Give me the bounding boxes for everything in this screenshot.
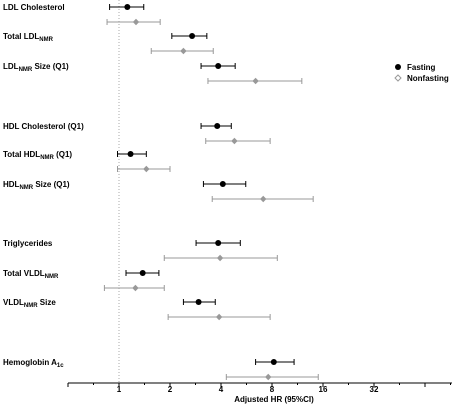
nonfasting-ci [106,19,161,25]
nonfasting-ci [167,314,271,320]
nonfasting-ci [225,374,319,380]
nonfasting-ci [205,138,271,144]
fasting-ci [117,151,147,157]
fasting-ci [200,123,232,129]
legend-label: Nonfasting [407,74,449,83]
fasting-ci [202,181,247,187]
legend-label: Fasting [407,63,436,72]
legend: Fasting Nonfasting [394,63,449,83]
row-label: VLDLNMR Size [3,298,56,309]
plot-area: LDL Cholesterol Total LDLNMR LDLNMR Size (… [3,0,319,383]
nonfasting-ci [163,255,278,261]
fasting-ci [255,359,295,365]
row-label: Hemoglobin A1c [3,358,64,369]
nonfasting-ci [103,285,165,291]
fasting-ci [195,240,241,246]
nonfasting-ci [150,48,214,54]
x-axis-title: Adjusted HR (95%CI) [234,395,314,404]
row-label: LDL Cholesterol [3,3,65,12]
row-label: Total VLDLNMR [3,269,59,280]
row-label: HDL Cholesterol (Q1) [3,122,84,131]
row-label: HDLNMR Size (Q1) [3,180,70,191]
x-tick-label: 16 [319,385,328,394]
nonfasting-ci [117,166,171,172]
row-label: Total LDLNMR [3,32,54,43]
row-label: Triglycerides [3,239,53,248]
nonfasting-ci [207,78,303,84]
x-tick-label: 32 [370,385,379,394]
x-tick-label: 1 [117,385,122,394]
fasting-ci [182,299,216,305]
x-tick-label: 8 [270,385,275,394]
x-tick-label: 4 [219,385,224,394]
fasting-ci [109,4,145,10]
legend-marker-fasting [395,64,401,70]
row-label: LDLNMR Size (Q1) [3,62,69,73]
fasting-ci [171,33,208,39]
row: HDL Cholesterol (Q1) [3,122,238,145]
row-label: Total HDLNMR (Q1) [3,150,72,161]
x-axis: 1 2 4 8 16 32 [67,382,452,394]
x-tick-label: 2 [168,385,173,394]
fasting-ci [125,270,160,276]
fasting-ci [200,63,236,69]
legend-marker-nonfasting [394,74,402,82]
nonfasting-ci [211,196,314,202]
